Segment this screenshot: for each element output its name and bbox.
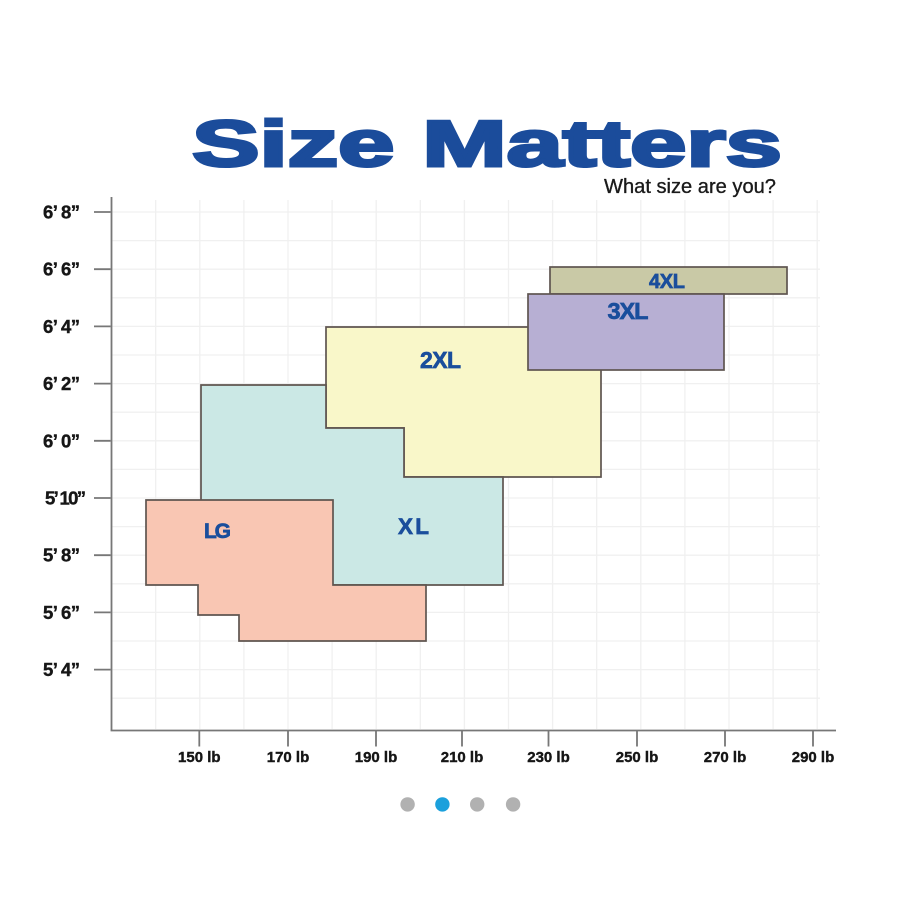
svg-text:6’ 4”: 6’ 4” xyxy=(43,316,80,337)
svg-text:270 lb: 270 lb xyxy=(704,749,747,766)
svg-text:5’ 8”: 5’ 8” xyxy=(43,545,80,566)
svg-text:5’ 4”: 5’ 4” xyxy=(43,659,80,680)
svg-text:5’ 10”: 5’ 10” xyxy=(45,488,86,509)
svg-text:230 lb: 230 lb xyxy=(527,749,570,766)
svg-text:210 lb: 210 lb xyxy=(441,749,484,766)
svg-text:2XL: 2XL xyxy=(420,347,461,373)
svg-text:What size are you?: What size are you? xyxy=(604,175,776,198)
svg-text:6’ 0”: 6’ 0” xyxy=(43,430,80,451)
svg-text:170 lb: 170 lb xyxy=(267,749,310,766)
svg-text:6’ 2”: 6’ 2” xyxy=(43,373,80,394)
svg-text:6’ 6”: 6’ 6” xyxy=(43,259,80,280)
svg-text:250 lb: 250 lb xyxy=(616,749,659,766)
svg-text:290 lb: 290 lb xyxy=(792,749,835,766)
svg-text:150 lb: 150 lb xyxy=(178,749,221,766)
svg-text:4XL: 4XL xyxy=(649,271,685,293)
svg-text:Size Matters: Size Matters xyxy=(192,108,782,181)
svg-text:3XL: 3XL xyxy=(608,298,649,324)
svg-text:6’ 8”: 6’ 8” xyxy=(43,202,80,223)
svg-text:5’ 6”: 5’ 6” xyxy=(43,602,80,623)
svg-text:190 lb: 190 lb xyxy=(355,749,398,766)
svg-text:LG: LG xyxy=(204,520,231,543)
